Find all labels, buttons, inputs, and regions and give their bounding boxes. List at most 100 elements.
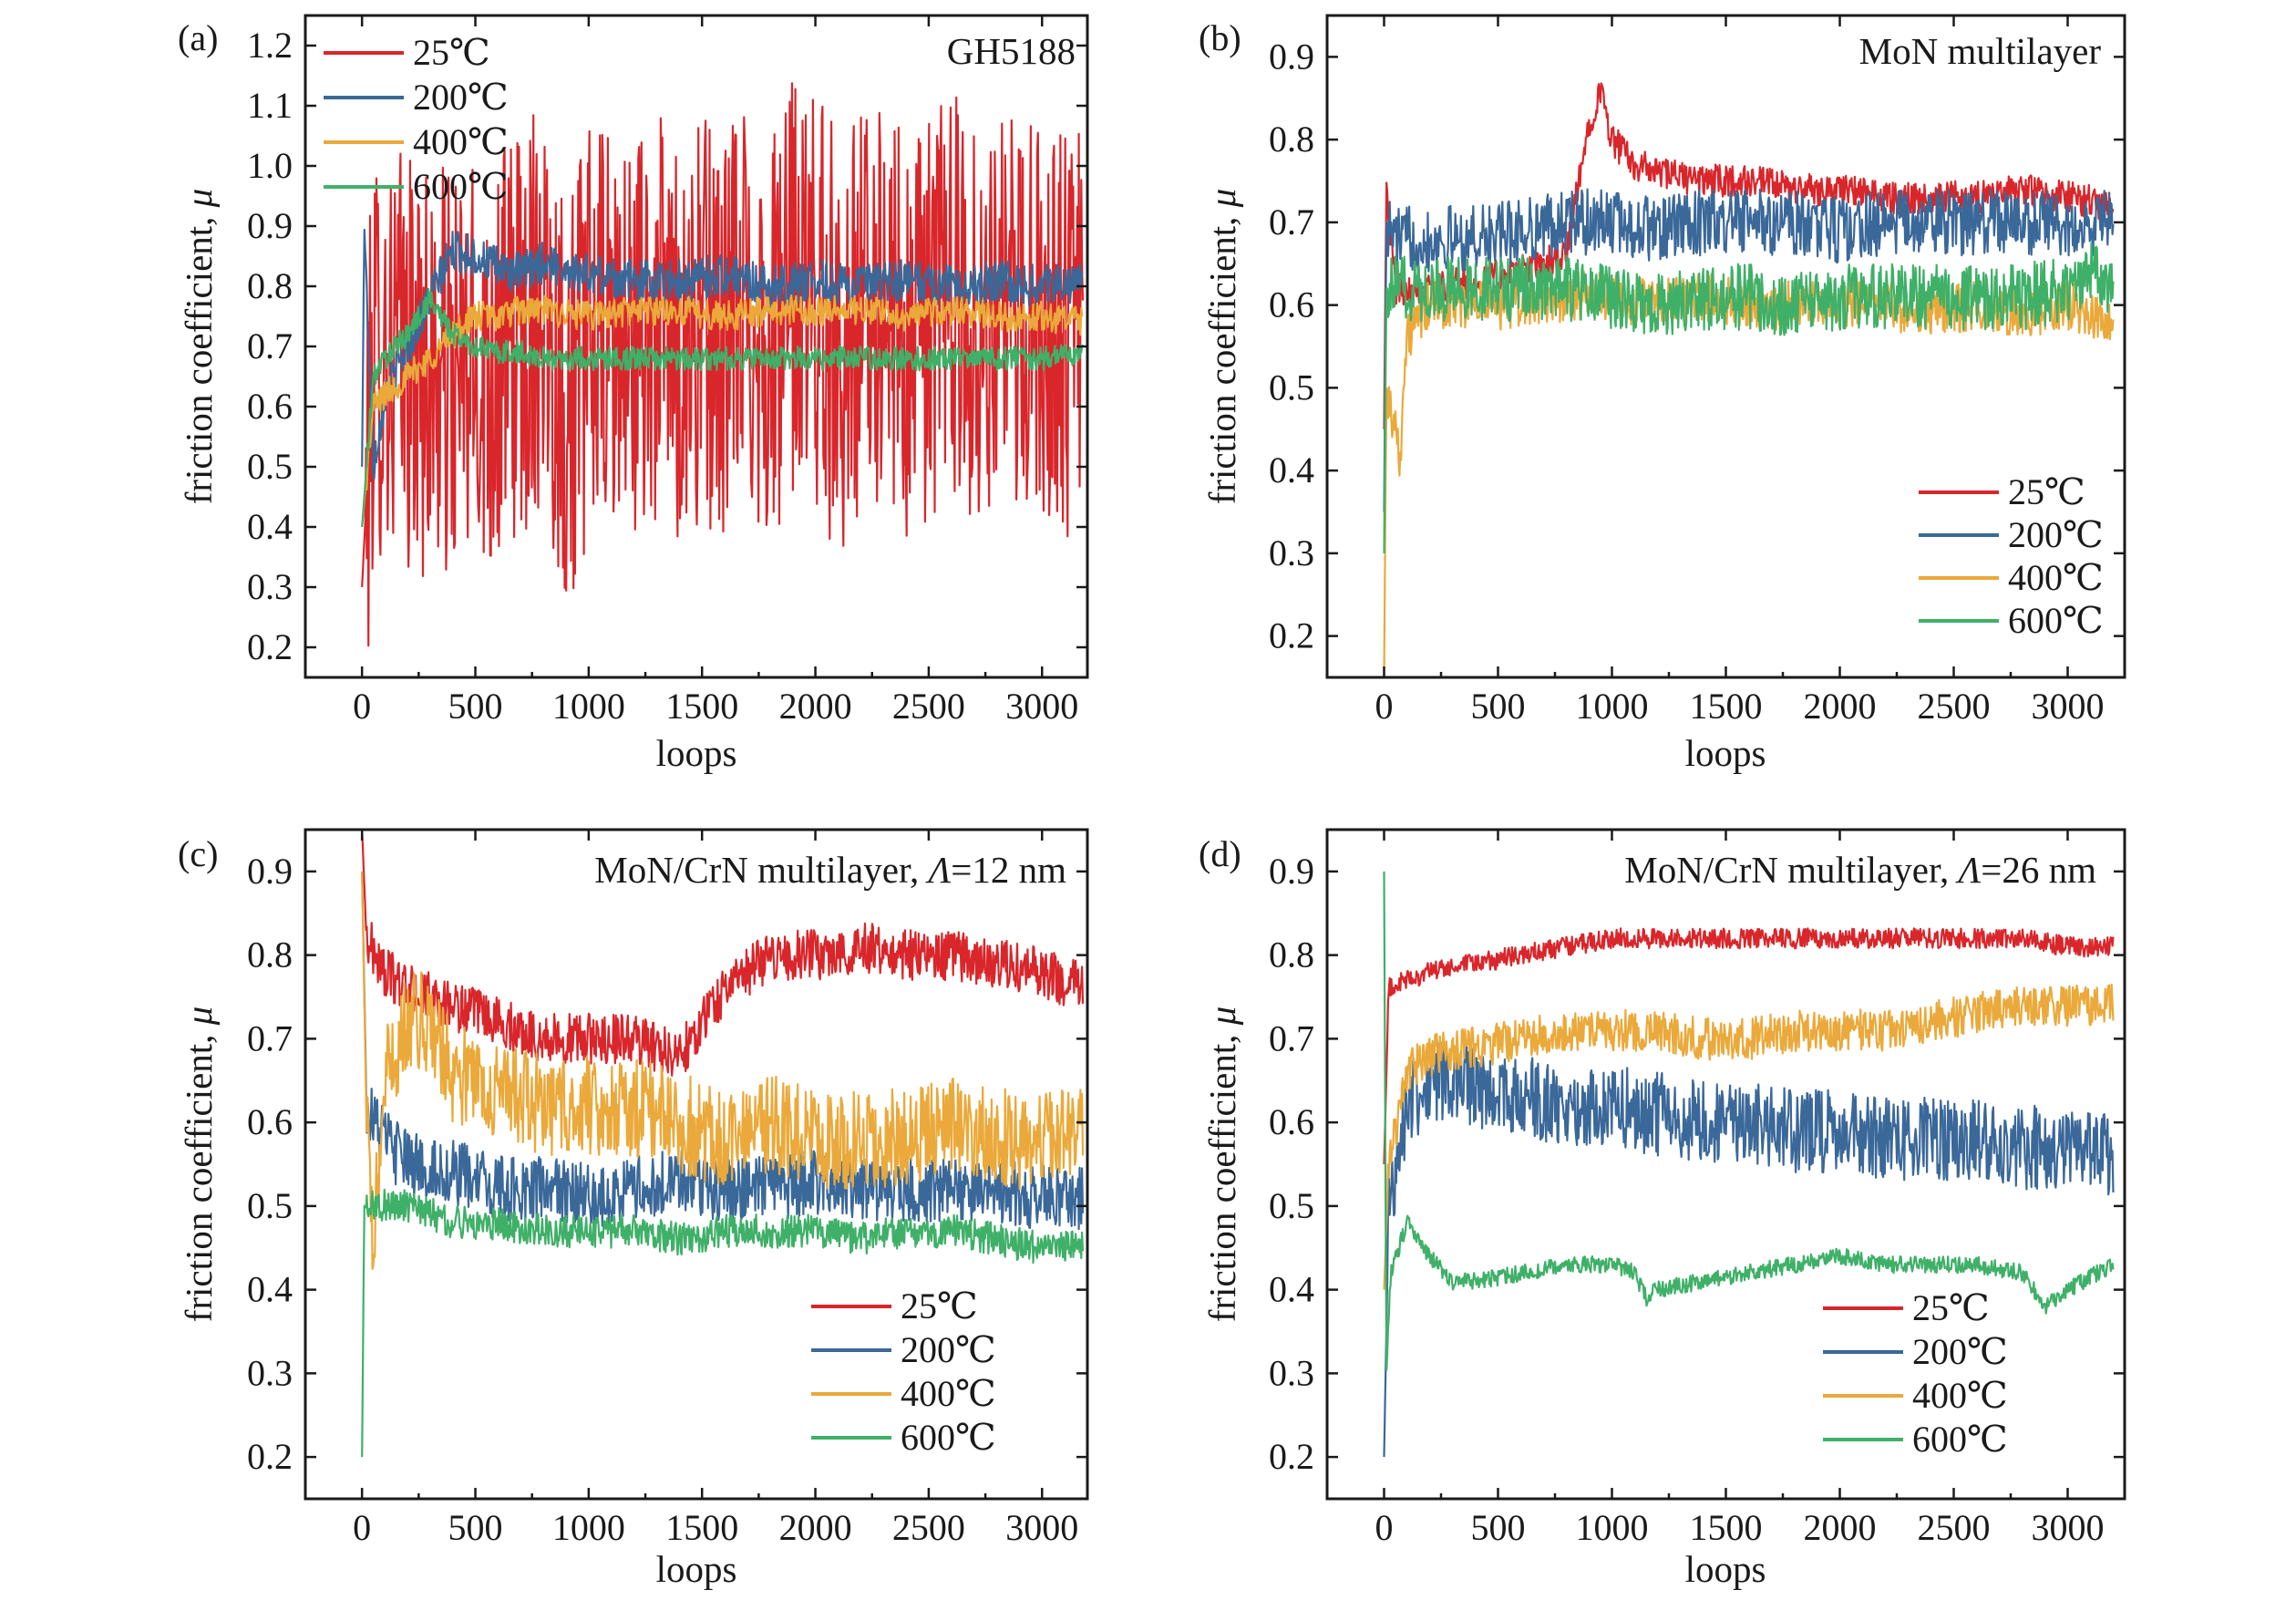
y-tick-label: 0.3 [1269,532,1314,573]
series-group [361,830,1085,1458]
legend-label: 600℃ [1912,1419,2008,1460]
series-line-600c [1383,242,2115,553]
series-group [1383,82,2115,677]
series-line-400c [1383,271,2115,677]
y-tick-label: 0.5 [247,446,293,487]
series-line-200c [361,871,1085,1231]
x-tick-label: 500 [448,686,503,727]
x-tick-label: 2000 [1804,686,1877,727]
legend-label: 600℃ [901,1417,996,1458]
series-line-600c [361,1188,1085,1458]
chart-panel-3: 0 500 1000 1500 2000 2500 3000 0.2 0.3 0.4 0.5 0.6 0… [178,828,1089,1590]
y-tick-label: 0.2 [1269,1436,1314,1477]
panel-label: (a) [178,17,218,58]
y-tick-label: 0.5 [247,1185,293,1226]
x-tick-label: 1500 [1690,686,1763,727]
series-line-200c [1383,188,2115,512]
y-tick-label: 0.8 [247,934,293,975]
x-tick-label: 2500 [1918,686,1991,727]
y-axis-label: friction coefficient, μ [178,1006,220,1323]
y-tick-label: 0.7 [247,325,293,366]
y-tick-label: 0.6 [247,386,293,427]
x-tick-label: 1000 [552,1507,625,1548]
x-tick-label: 1500 [665,1507,738,1548]
legend-label: 200℃ [2008,514,2104,555]
y-tick-label: 0.8 [1269,119,1314,160]
y-tick-label: 0.5 [1269,366,1314,408]
legend-label: 400℃ [901,1373,996,1414]
series-line-400c [1383,984,2115,1290]
x-tick-label: 500 [1471,1507,1526,1548]
x-tick-label: 2500 [892,1507,965,1548]
legend-label: 400℃ [2008,557,2104,598]
x-tick-label: 1500 [1690,1507,1763,1548]
y-tick-label: 0.8 [1269,934,1314,975]
legend-label: 25℃ [2008,471,2085,512]
x-tick-label: 2500 [892,686,965,727]
x-tick-label: 500 [1471,686,1526,727]
chart-panel-2: 0 500 1000 1500 2000 2500 3000 0.2 0.3 0.4 0.5 0.6 0… [1199,14,2126,774]
legend-label: 400℃ [1912,1375,2008,1416]
x-tick-label: 2000 [779,686,852,727]
y-tick-label: 0.2 [247,626,293,667]
panel-label: (d) [1199,833,1241,874]
y-tick-label: 0.6 [247,1101,293,1142]
x-tick-label: 0 [353,686,371,727]
y-tick-label: 0.9 [1269,851,1314,892]
series-line-25c [361,82,1085,647]
x-axis-label: loops [656,1548,737,1590]
plot-frame [1325,14,2126,679]
x-axis-label: loops [656,732,737,774]
x-tick-label: 500 [448,1507,503,1548]
panel-label: (b) [1199,17,1241,58]
x-tick-label: 3000 [1005,686,1078,727]
legend-label: 25℃ [413,32,490,73]
y-tick-label: 0.4 [1269,1269,1314,1310]
x-tick-label: 3000 [2032,1507,2105,1548]
series-line-25c [1383,927,2115,1165]
x-tick-label: 0 [1375,1507,1394,1548]
y-tick-label: 0.4 [1269,449,1314,490]
x-tick-label: 1500 [665,686,738,727]
legend-label: 200℃ [413,77,509,118]
x-tick-label: 1000 [1576,686,1649,727]
y-tick-label: 0.2 [247,1436,293,1477]
x-tick-label: 1000 [552,686,625,727]
y-tick-label: 0.8 [247,265,293,306]
x-tick-label: 2500 [1918,1507,1991,1548]
legend-label: 200℃ [901,1329,996,1370]
y-tick-label: 0.7 [1269,201,1314,243]
y-tick-label: 0.7 [247,1017,293,1058]
series-line-400c [361,871,1085,1270]
legend-label: 600℃ [2008,600,2104,641]
y-axis-label: friction coefficient, μ [1201,1006,1243,1323]
y-tick-label: 0.3 [247,566,293,607]
panel-title: MoN/CrN multilayer, Λ=12 nm [594,849,1066,891]
panel-title: GH5188 [947,30,1076,72]
legend-label: 600℃ [413,166,509,207]
panel-title: MoN multilayer [1859,30,2102,72]
y-tick-label: 0.3 [1269,1352,1314,1393]
series-group [361,82,1085,647]
y-tick-label: 1.1 [247,85,293,126]
series-line-200c [1383,1041,2115,1458]
y-tick-label: 0.6 [1269,284,1314,325]
series-line-600c [361,287,1085,528]
x-axis-label: loops [1685,1548,1766,1590]
legend-label: 200℃ [1912,1331,2008,1372]
panel-title: MoN/CrN multilayer, Λ=26 nm [1624,849,2096,891]
x-tick-label: 0 [1375,686,1394,727]
y-axis-label: friction coefficient, μ [1201,189,1243,505]
y-tick-label: 0.4 [247,1269,293,1310]
y-tick-label: 0.6 [1269,1101,1314,1142]
x-axis-label: loops [1685,732,1766,774]
panel-label: (c) [178,833,218,874]
y-tick-label: 1.0 [247,145,293,186]
y-tick-label: 0.3 [247,1352,293,1393]
y-tick-label: 0.5 [1269,1185,1314,1226]
y-tick-label: 0.9 [247,205,293,246]
